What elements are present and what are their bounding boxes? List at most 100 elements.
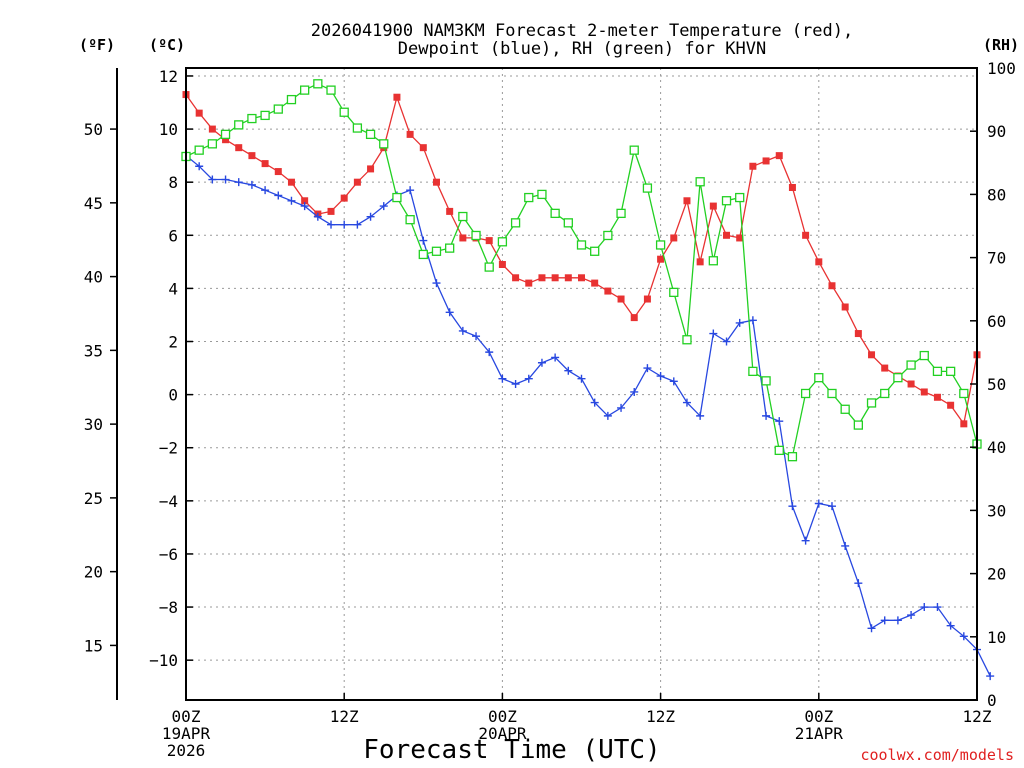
rh-point — [497, 237, 508, 247]
dewpoint-point — [551, 353, 560, 362]
dewpoint-point — [274, 191, 283, 200]
x-tick-label: 00Z — [172, 707, 201, 726]
dewpoint-point — [564, 366, 573, 375]
celsius-tick-label: −10 — [149, 651, 178, 670]
series-line-dewpoint — [185, 155, 991, 677]
temperature-point — [643, 295, 651, 303]
celsius-tick-label: 2 — [168, 333, 178, 352]
dewpoint-point — [195, 162, 204, 171]
rh-point — [379, 139, 389, 149]
dewpoint-point — [247, 180, 256, 189]
temperature-point — [222, 136, 230, 144]
dewpoint-point — [801, 536, 810, 545]
series-line-2-meter-temperature — [185, 94, 978, 426]
fahrenheit-tick-label: 40 — [84, 268, 103, 287]
celsius-tick-label: 0 — [168, 386, 178, 405]
x-tick-label: 2026 — [167, 741, 206, 760]
temperature-point — [591, 279, 599, 287]
rh-point — [365, 129, 376, 140]
fahrenheit-tick-label: 25 — [84, 489, 103, 508]
dewpoint-point — [445, 308, 454, 317]
dewpoint-point — [933, 603, 942, 612]
temperature-point — [551, 274, 559, 282]
rh-point — [708, 256, 718, 266]
rh-point — [695, 177, 705, 187]
rh-point — [445, 243, 455, 253]
temperature-point — [881, 364, 889, 372]
dewpoint-point — [814, 499, 823, 508]
temperature-point — [788, 183, 796, 191]
dewpoint-point — [419, 236, 428, 245]
dewpoint-point — [907, 611, 916, 620]
rh-point — [326, 85, 336, 95]
dewpoint-point — [946, 621, 955, 630]
fahrenheit-tick-label: 30 — [84, 415, 103, 434]
chart-title-line2: Dewpoint (blue), RH (green) for KHVN — [398, 39, 766, 59]
fahrenheit-tick-label: 15 — [84, 636, 103, 655]
temperature-point — [274, 168, 282, 176]
temperature-point — [933, 393, 941, 401]
fahrenheit-unit-label: (ºF) — [79, 36, 115, 54]
rh-point — [906, 360, 916, 370]
dewpoint-point — [406, 186, 415, 195]
temperature-point — [327, 207, 335, 215]
temperature-point — [683, 197, 691, 205]
series-layer — [181, 79, 995, 681]
rh-point — [563, 218, 573, 228]
temperature-point — [947, 401, 955, 409]
temperature-point — [485, 237, 493, 245]
rh-point — [431, 246, 442, 256]
rh-tick-label: 60 — [987, 312, 1006, 331]
rh-point — [748, 366, 758, 377]
dewpoint-point — [775, 417, 784, 426]
chart-title-line1: 2026041900 NAM3KM Forecast 2-meter Tempe… — [311, 21, 853, 41]
fahrenheit-tick-label: 20 — [84, 563, 103, 582]
dewpoint-point — [472, 332, 481, 341]
x-tick-label: 00Z — [488, 707, 517, 726]
dewpoint-point — [498, 374, 507, 383]
rh-point — [550, 208, 560, 219]
temperature-point — [195, 109, 203, 117]
rh-point — [313, 79, 323, 89]
x-tick-label: 00Z — [804, 707, 833, 726]
rh-point — [603, 230, 613, 241]
rh-point — [286, 94, 297, 105]
temperature-point — [907, 380, 915, 388]
celsius-tick-label: 8 — [168, 173, 178, 192]
rh-point — [893, 373, 903, 383]
rh-point — [352, 123, 363, 133]
rh-point — [590, 246, 600, 256]
rh-point — [880, 388, 890, 399]
rh-point — [629, 145, 639, 155]
x-tick-label: 12Z — [963, 707, 992, 726]
temperature-point — [432, 178, 440, 186]
dewpoint-point — [524, 374, 533, 383]
temperature-point — [960, 420, 968, 428]
rh-tick-label: 80 — [987, 185, 1006, 204]
dewpoint-point — [379, 202, 388, 211]
dewpoint-point — [630, 387, 639, 396]
rh-point — [418, 249, 428, 260]
dewpoint-point — [748, 316, 757, 325]
temperature-point — [868, 351, 876, 359]
dewpoint-point — [208, 175, 217, 184]
rh-point — [800, 388, 811, 399]
rh-point — [959, 388, 969, 399]
rh-point — [761, 376, 771, 386]
dewpoint-point — [366, 212, 375, 221]
x-axis-label: Forecast Time (UTC) — [363, 735, 660, 765]
celsius-tick-label: −4 — [159, 492, 178, 511]
temperature-point — [670, 234, 678, 242]
plot-frame — [110, 67, 978, 701]
temperature-point — [261, 160, 269, 168]
dewpoint-point — [696, 411, 705, 420]
temperature-point — [709, 202, 717, 210]
dewpoint-point — [986, 672, 995, 681]
rh-point — [484, 262, 494, 272]
temperature-point — [235, 144, 243, 152]
credit-text: coolwx.com/models — [860, 746, 1014, 764]
x-tick-label: 21APR — [795, 724, 844, 743]
dewpoint-point — [537, 358, 546, 367]
dewpoint-point — [880, 616, 889, 625]
